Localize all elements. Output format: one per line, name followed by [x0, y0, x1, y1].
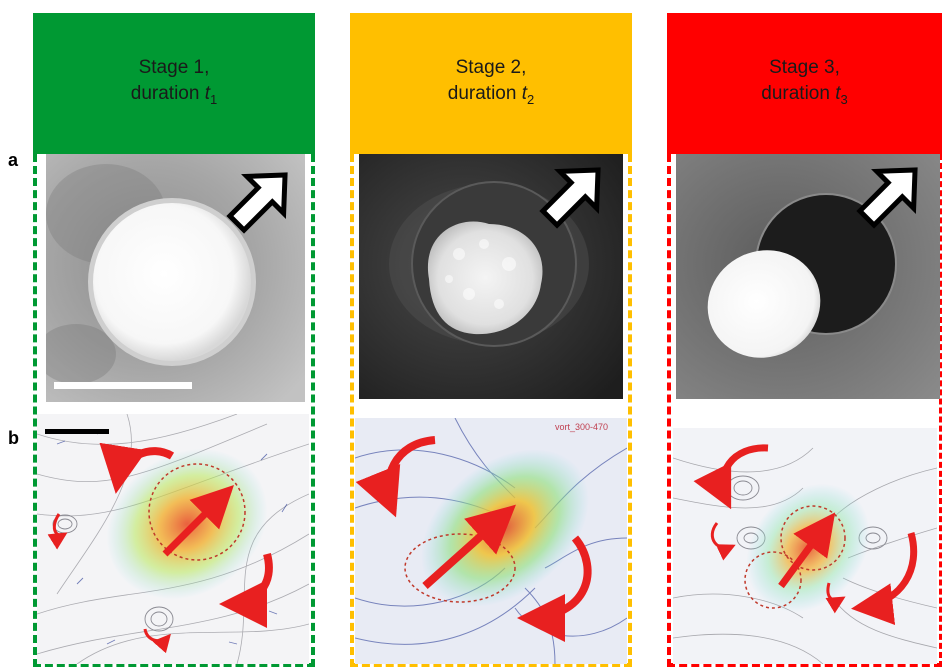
stage-1-micrograph — [46, 154, 305, 402]
stage-2-frame — [350, 154, 632, 667]
stage-1-flow-field — [37, 414, 309, 664]
direction-arrow-icon — [539, 167, 601, 229]
stage-3-duration: duration t3 — [761, 82, 848, 107]
stage-2-micrograph — [359, 154, 623, 399]
flow-scale-bar — [45, 429, 109, 434]
direction-arrow-icon — [226, 172, 288, 234]
flow-watermark: vort_300-470 — [555, 422, 608, 432]
stage-3-frame — [667, 154, 942, 667]
stage-3-title: Stage 3, — [769, 56, 840, 78]
stage-2-duration: duration t2 — [447, 82, 535, 107]
direction-arrow-icon — [856, 167, 918, 229]
stage-1-frame — [33, 154, 315, 667]
stage-3-flow-field — [673, 428, 937, 664]
row-label-a: a — [8, 150, 19, 170]
scale-bar — [54, 382, 192, 389]
stage-2-header: Stage 2, duration t2 — [350, 13, 632, 154]
stage-1-title: Stage 1, — [138, 56, 210, 78]
stage-1-duration: duration t1 — [130, 82, 218, 107]
stage-2-flow-field: vort_300-470 — [355, 418, 627, 664]
row-label-b: b — [8, 428, 19, 448]
stage-2-title: Stage 2, — [455, 56, 527, 78]
stage-3-micrograph — [676, 154, 940, 399]
stage-3-header: Stage 3, duration t3 — [667, 13, 942, 154]
stage-1-header: Stage 1, duration t1 — [33, 13, 315, 154]
